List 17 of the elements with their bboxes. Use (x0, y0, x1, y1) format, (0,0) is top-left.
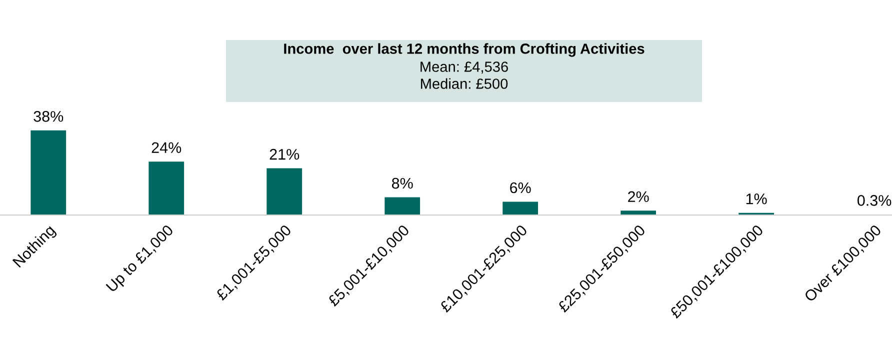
data-label: 1% (746, 194, 767, 204)
data-label: 0.3% (857, 195, 892, 206)
bar (266, 168, 302, 216)
data-label: 8% (392, 178, 413, 189)
chart-title: Income over last 12 months from Crofting Activities (284, 43, 644, 57)
data-label: 24% (152, 142, 182, 153)
text: Median: £500 (421, 78, 508, 89)
data-label: 2% (628, 191, 649, 202)
bar (620, 210, 656, 216)
data-label: 21% (270, 148, 300, 160)
bar (502, 202, 538, 216)
data-label: 6% (510, 182, 531, 194)
bar (30, 130, 66, 216)
bar (148, 162, 184, 216)
data-label: 38% (34, 111, 64, 122)
text: Mean: £4,536 (420, 62, 508, 74)
bar (384, 197, 420, 216)
